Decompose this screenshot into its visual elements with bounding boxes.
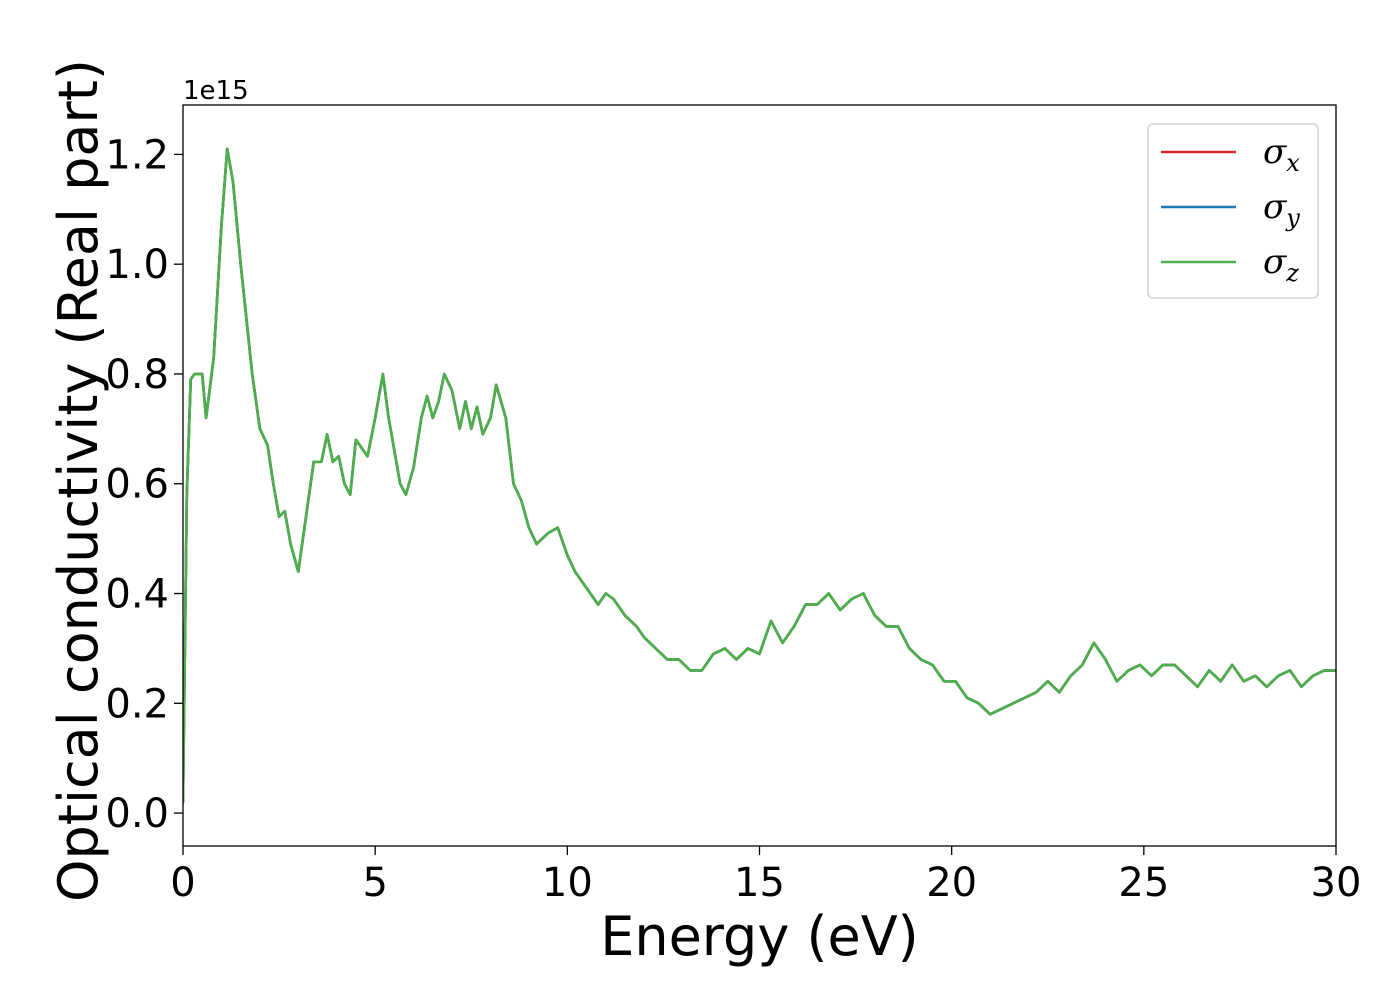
x-axis: 0 5 10 15 20 25 30 <box>170 846 1361 906</box>
y-tick-label: 0.8 <box>105 352 169 398</box>
y-tick-label: 0.4 <box>105 572 169 618</box>
x-tick-label: 10 <box>542 860 593 906</box>
x-tick-label: 20 <box>926 860 977 906</box>
legend-entry-y: σy <box>1263 187 1300 232</box>
series-lines <box>183 147 1336 804</box>
x-tick-label: 30 <box>1311 860 1362 906</box>
y-axis: 0.0 0.2 0.4 0.6 0.8 1.0 1.2 <box>105 132 183 837</box>
x-tick-label: 5 <box>362 860 387 906</box>
series-line-z <box>183 147 1336 804</box>
legend-box <box>1147 123 1319 299</box>
x-axis-label: Energy (eV) <box>600 905 919 968</box>
y-axis-label: Optical conductivity (Real part) <box>47 59 110 902</box>
x-tick-label: 15 <box>734 860 785 906</box>
legend-entry-z: σz <box>1263 242 1299 287</box>
x-tick-label: 0 <box>170 860 195 906</box>
y-tick-label: 0.0 <box>105 791 169 837</box>
y-tick-label: 1.2 <box>105 132 169 178</box>
legend: σx σy σz <box>1147 123 1319 299</box>
legend-entry-x: σx <box>1263 132 1300 177</box>
x-tick-label: 25 <box>1118 860 1169 906</box>
y-offset-text: 1e15 <box>183 76 249 106</box>
y-tick-label: 0.2 <box>105 681 169 727</box>
y-tick-label: 0.6 <box>105 462 169 508</box>
y-tick-label: 1.0 <box>105 242 169 288</box>
